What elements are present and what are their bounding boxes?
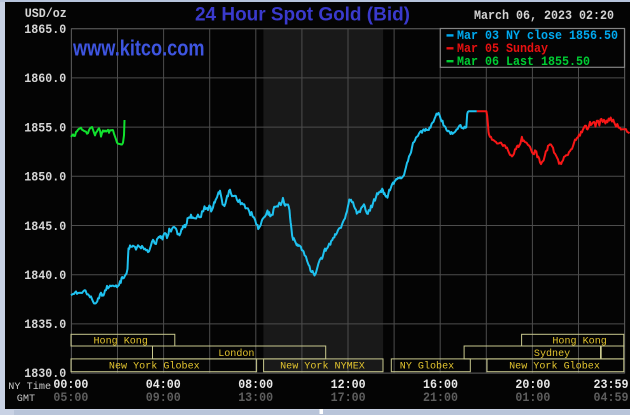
svg-text:1855.0: 1855.0 <box>24 120 66 135</box>
svg-text:New York Globex: New York Globex <box>109 361 200 373</box>
svg-text:05:00: 05:00 <box>53 390 88 405</box>
svg-text:12:00: 12:00 <box>331 377 366 392</box>
svg-text:Mar 06 Last 1855.50: Mar 06 Last 1855.50 <box>457 54 590 69</box>
svg-text:GMT: GMT <box>17 393 35 405</box>
svg-text:13:00: 13:00 <box>238 390 273 405</box>
svg-text:London: London <box>218 348 254 360</box>
svg-text:Hong Kong: Hong Kong <box>552 336 606 348</box>
svg-text:1830.0: 1830.0 <box>24 366 66 381</box>
svg-text:16:00: 16:00 <box>423 377 458 392</box>
svg-text:23:59: 23:59 <box>594 377 629 392</box>
svg-text:1840.0: 1840.0 <box>24 268 66 283</box>
svg-text:08:00: 08:00 <box>238 377 273 392</box>
svg-text:1850.0: 1850.0 <box>24 170 66 185</box>
svg-text:09:00: 09:00 <box>146 390 181 405</box>
svg-text:00:00: 00:00 <box>53 377 88 392</box>
svg-text:NY Time: NY Time <box>8 381 51 393</box>
svg-text:01:00: 01:00 <box>515 390 550 405</box>
svg-text:1865.0: 1865.0 <box>24 22 66 37</box>
svg-text:New York Globex: New York Globex <box>509 361 600 373</box>
svg-text:USD/oz: USD/oz <box>25 6 67 21</box>
svg-text:21:00: 21:00 <box>423 390 458 405</box>
svg-text:Sydney: Sydney <box>534 348 570 360</box>
svg-text:New York NYMEX: New York NYMEX <box>280 361 365 373</box>
svg-text:1845.0: 1845.0 <box>24 219 66 234</box>
svg-text:24 Hour Spot Gold (Bid): 24 Hour Spot Gold (Bid) <box>195 4 410 25</box>
svg-text:Mar 05 Sunday: Mar 05 Sunday <box>457 41 548 56</box>
svg-text:NY Globex: NY Globex <box>400 361 454 373</box>
svg-text:04:00: 04:00 <box>146 377 181 392</box>
svg-text:20:00: 20:00 <box>515 377 550 392</box>
svg-text:March 06, 2023 02:20: March 06, 2023 02:20 <box>474 8 614 23</box>
svg-text:Mar 03 NY close 1856.50: Mar 03 NY close 1856.50 <box>457 28 618 43</box>
svg-text:1860.0: 1860.0 <box>24 71 66 86</box>
svg-text:04:59: 04:59 <box>594 390 629 405</box>
svg-text:Hong Kong: Hong Kong <box>94 336 148 348</box>
svg-text:www.kitco.com: www.kitco.com <box>72 36 204 61</box>
svg-text:17:00: 17:00 <box>331 390 366 405</box>
svg-text:1835.0: 1835.0 <box>24 317 66 332</box>
